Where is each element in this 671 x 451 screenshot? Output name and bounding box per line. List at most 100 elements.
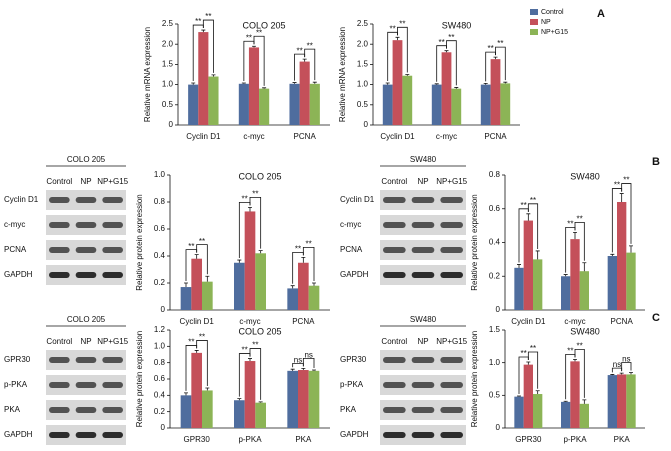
y-axis-label: Relative protein expression: [135, 194, 144, 291]
error-bar: [526, 361, 531, 365]
y-tick-label: 0.5: [162, 100, 174, 109]
significance-label: **: [188, 338, 194, 347]
chart-title: COLO 205: [242, 20, 285, 30]
significance-label: **: [252, 341, 258, 350]
x-tick-label: c-myc: [436, 132, 457, 141]
significance-label: **: [195, 17, 201, 26]
blot-band: [440, 432, 463, 438]
bar: [234, 400, 245, 428]
blot-row-label: PKA: [4, 405, 21, 414]
bar: [617, 202, 627, 310]
legend-swatch: [530, 9, 538, 15]
bar: [533, 394, 543, 428]
y-tick-label: 1.5: [162, 60, 174, 69]
blot-band: [440, 247, 463, 253]
y-tick-label: 0: [496, 305, 501, 314]
error-bar: [184, 392, 188, 396]
error-bar: [191, 82, 196, 85]
bar: [191, 258, 202, 310]
blot-column-label: NP: [80, 177, 91, 186]
blot-band: [75, 407, 97, 413]
significance-label: **: [295, 244, 301, 253]
blot-band: [49, 382, 70, 388]
y-tick-label: 0.4: [154, 390, 166, 399]
chart-title: COLO 205: [238, 326, 281, 336]
bar: [523, 220, 533, 310]
blot-band: [411, 407, 435, 413]
y-tick-label: 2.0: [357, 39, 369, 48]
significance-label: **: [530, 344, 536, 353]
bar: [244, 211, 256, 310]
y-tick-label: 0.5: [357, 100, 369, 109]
significance-label: **: [242, 346, 248, 355]
significance-label: **: [487, 44, 493, 53]
error-bar: [312, 81, 317, 84]
significance-bracket: [304, 48, 316, 81]
significance-label: **: [296, 46, 302, 55]
error-bar: [302, 58, 307, 62]
error-bar: [205, 275, 210, 282]
error-bar: [194, 350, 199, 353]
bar: [287, 288, 298, 310]
blot-band: [383, 272, 406, 278]
blot-row-label: c-myc: [340, 220, 361, 229]
blot-band: [75, 247, 97, 253]
error-bar: [563, 400, 568, 402]
bar: [480, 84, 491, 125]
blot-column-label: NP+G15: [436, 337, 467, 346]
x-tick-label: p-PKA: [238, 435, 262, 444]
blot-band: [383, 197, 406, 203]
bar: [626, 374, 636, 428]
blot-band: [411, 382, 435, 388]
bar: [579, 271, 589, 310]
significance-bracket: [202, 19, 214, 73]
blot-band: [102, 272, 123, 278]
y-tick-label: 0.5: [489, 390, 501, 399]
blot-band: [411, 432, 435, 438]
blot-band: [102, 432, 123, 438]
bar: [259, 88, 270, 125]
bar: [289, 83, 300, 125]
significance-label: ns: [622, 355, 630, 364]
blot-band: [102, 197, 123, 203]
panel-label: C: [652, 312, 660, 324]
significance-label: ns: [294, 355, 302, 364]
x-tick-label: PCNA: [294, 132, 317, 141]
significance-bracket: [302, 357, 315, 369]
blot-row-label: GAPDH: [340, 270, 369, 279]
blot-column-label: NP: [80, 337, 91, 346]
error-bar: [211, 74, 216, 77]
bar: [234, 262, 245, 310]
error-bar: [301, 367, 306, 371]
blot-band: [411, 197, 435, 203]
blot-band: [75, 197, 97, 203]
bar: [402, 75, 413, 125]
blot-band: [102, 407, 123, 413]
blot-column-label: NP: [417, 177, 428, 186]
y-tick-label: 0.8: [489, 170, 501, 179]
error-bar: [582, 399, 587, 404]
significance-label: **: [246, 33, 252, 42]
x-tick-label: PCNA: [484, 132, 507, 141]
significance-bracket: [527, 203, 539, 249]
significance-label: **: [530, 196, 536, 205]
y-tick-label: 0.8: [154, 358, 166, 367]
x-tick-label: p-PKA: [563, 435, 587, 444]
error-bar: [248, 358, 252, 362]
x-tick-label: c-myc: [243, 132, 264, 141]
significance-bracket: [253, 35, 265, 86]
bar: [392, 40, 403, 125]
blot-row-label: GAPDH: [4, 430, 33, 439]
bar: [382, 84, 393, 125]
blot-title: SW480: [410, 315, 437, 324]
blot-band: [49, 432, 70, 438]
blot-band: [49, 272, 70, 278]
bar: [191, 352, 202, 428]
error-bar: [385, 82, 390, 85]
error-bar: [517, 395, 521, 397]
significance-label: **: [389, 24, 395, 33]
error-bar: [301, 256, 306, 263]
blot-column-label: NP+G15: [97, 177, 128, 186]
significance-label: **: [399, 19, 405, 28]
